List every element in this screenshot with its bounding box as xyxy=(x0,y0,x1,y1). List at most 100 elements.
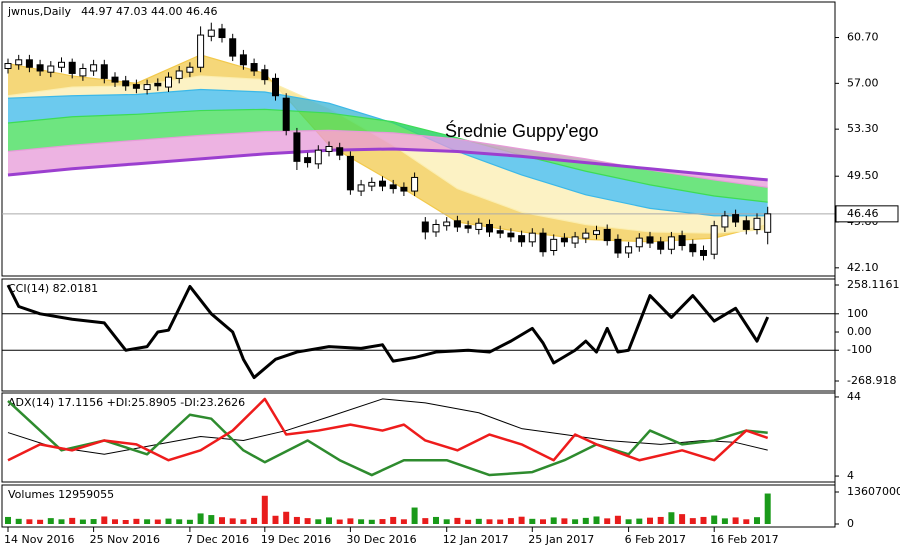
candle-body xyxy=(464,225,472,229)
volume-bar xyxy=(368,519,375,524)
x-tick-label: 12 Jan 2017 xyxy=(443,533,509,546)
candle-body xyxy=(325,145,333,152)
ribbon-line xyxy=(7,108,768,203)
candle-body xyxy=(368,181,376,187)
candle-body xyxy=(186,66,194,73)
volume-bar xyxy=(604,518,611,524)
volume-bar xyxy=(58,519,65,524)
volume-bar xyxy=(593,516,600,524)
volume-bar xyxy=(26,519,33,524)
candle-body xyxy=(400,186,408,192)
volume-bar xyxy=(347,518,354,524)
x-tick-label: 7 Dec 2016 xyxy=(186,533,249,546)
panel-title: CCI(14) 82.0181 xyxy=(8,282,98,295)
candle-body xyxy=(154,82,162,87)
ribbon-fill xyxy=(8,75,768,234)
panel-title: jwnus,Daily xyxy=(7,5,72,18)
volume-bar xyxy=(15,518,22,524)
x-tick-label: 25 Nov 2016 xyxy=(90,533,160,546)
y-tick-label: 13607000 xyxy=(847,485,900,498)
volume-bar xyxy=(336,519,343,524)
volume-bar xyxy=(400,519,407,524)
indicator-line xyxy=(6,284,770,380)
candle-body xyxy=(582,232,590,239)
volume-bar xyxy=(186,519,193,524)
price-box xyxy=(835,205,899,223)
y-tick-label: 100 xyxy=(847,307,868,320)
volume-bar xyxy=(37,519,44,524)
candle-body xyxy=(304,157,312,164)
volume-bar xyxy=(165,518,172,524)
x-tick-label: 30 Dec 2016 xyxy=(346,533,416,546)
panel-title: ADX(14) 17.1156 +DI:25.8905 -DI:23.2626 xyxy=(8,396,245,409)
volume-bar xyxy=(518,516,525,524)
candle-body xyxy=(4,63,12,69)
volume-bar xyxy=(625,519,632,524)
volume-bar xyxy=(475,518,482,524)
indicator-line xyxy=(7,397,769,462)
candle-body xyxy=(732,214,740,223)
volume-bar xyxy=(379,519,386,524)
y-tick-label: 60.70 xyxy=(847,31,879,44)
volume-bar xyxy=(69,517,76,524)
candle-body xyxy=(122,80,130,87)
volume-bar xyxy=(529,518,536,524)
volume-bar xyxy=(411,507,418,524)
volume-bar xyxy=(454,517,461,524)
candle-body xyxy=(389,184,397,190)
x-tick-label: 16 Feb 2017 xyxy=(710,533,778,546)
candle-body xyxy=(539,232,547,253)
volume-bar xyxy=(251,517,258,524)
volume-bar xyxy=(133,518,140,524)
volume-bar xyxy=(657,516,664,524)
volume-bar xyxy=(732,517,739,524)
candle-body xyxy=(496,230,504,234)
candle-body xyxy=(250,63,258,72)
volume-bar xyxy=(465,519,472,524)
volume-bar xyxy=(721,518,728,524)
candle-body xyxy=(667,236,675,250)
y-tick-label: -100 xyxy=(847,343,872,356)
volume-bar xyxy=(743,519,750,524)
volume-bar xyxy=(764,493,771,524)
candle-body xyxy=(197,34,205,68)
volume-bar xyxy=(5,516,11,524)
price-label: 46.46 xyxy=(847,207,879,220)
volume-bar xyxy=(614,515,621,524)
candle-body xyxy=(207,29,215,37)
volume-bar xyxy=(422,518,429,524)
candle-body xyxy=(36,64,44,72)
candle-body xyxy=(646,236,654,244)
candle-body xyxy=(486,223,493,233)
ohlc-values: 44.97 47.03 44.00 46.46 xyxy=(81,5,217,18)
candle-body xyxy=(90,64,98,72)
candle-body xyxy=(764,213,772,233)
volume-bar xyxy=(358,519,365,524)
indicator-line xyxy=(7,398,768,455)
volume-bar xyxy=(540,519,546,524)
candle-body xyxy=(635,237,643,248)
candle-body xyxy=(379,180,386,187)
y-tick-label: 42.10 xyxy=(847,261,879,274)
y-tick-label: 57.00 xyxy=(847,76,879,89)
y-tick-label: -268.918 xyxy=(847,374,896,387)
volume-bar xyxy=(304,518,311,524)
candle-body xyxy=(507,232,515,238)
candle-body xyxy=(625,246,633,254)
candle-body xyxy=(100,64,108,79)
candle-body xyxy=(593,230,600,235)
volume-bar xyxy=(315,519,322,524)
volume-bar xyxy=(689,518,696,524)
y-tick-label: 44 xyxy=(847,390,861,403)
volume-bar xyxy=(443,519,450,524)
candle-body xyxy=(79,67,87,77)
candle-body xyxy=(443,221,451,227)
candle-body xyxy=(742,220,750,230)
volume-bar xyxy=(636,518,643,524)
volume-bar xyxy=(668,512,675,524)
candle-body xyxy=(689,243,697,253)
ribbon-fill xyxy=(8,89,768,216)
y-tick-label: 258.1161 xyxy=(847,278,900,291)
y-tick-label: 49.50 xyxy=(847,169,879,182)
